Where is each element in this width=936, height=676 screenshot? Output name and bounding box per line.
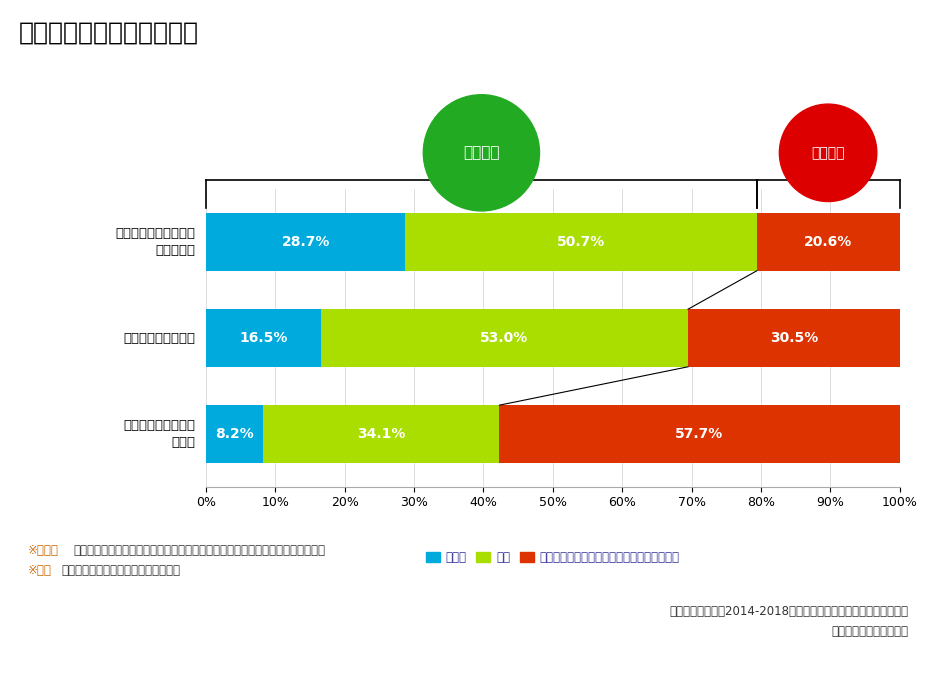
Text: 発見経緯と病巣のひろがり: 発見経緯と病巣のひろがり xyxy=(19,20,198,45)
Text: 早期がん: 早期がん xyxy=(462,145,499,160)
Bar xyxy=(404,213,756,271)
Legend: 上皮内, 限局, 領域リンパ節転移＋陌接臓器浸潤＋遠隔転移: 上皮内, 限局, 領域リンパ節転移＋陌接臓器浸潤＋遠隔転移 xyxy=(420,546,684,569)
Text: 20.6%: 20.6% xyxy=(803,235,852,249)
Bar xyxy=(206,213,404,271)
Text: 34.1%: 34.1% xyxy=(357,427,405,441)
Text: ：がんが上皮細胞と組織を隔てる膜を破って浸潤（しんじゅん）していない状態: ：がんが上皮細胞と組織を隔てる膜を破って浸潤（しんじゅん）していない状態 xyxy=(73,544,325,557)
Text: 53.0%: 53.0% xyxy=(479,331,528,345)
Text: 進行がん: 進行がん xyxy=(811,146,844,160)
Text: 8.2%: 8.2% xyxy=(215,427,254,441)
Text: 島根県のがん登録2014-2018（胃・大腸・肺・乳房・子宮の合計）: 島根県のがん登録2014-2018（胃・大腸・肺・乳房・子宮の合計） xyxy=(669,605,908,618)
Text: ：がんが発生臓器に留まっている状態: ：がんが発生臓器に留まっている状態 xyxy=(62,564,181,577)
Text: 16.5%: 16.5% xyxy=(239,331,287,345)
Bar xyxy=(206,309,320,367)
Text: ※上皮内: ※上皮内 xyxy=(28,544,59,557)
Text: ※限局: ※限局 xyxy=(28,564,51,577)
Bar xyxy=(263,405,499,463)
Bar xyxy=(687,309,899,367)
Text: 57.7%: 57.7% xyxy=(675,427,723,441)
Text: 30.5%: 30.5% xyxy=(768,331,817,345)
Bar xyxy=(206,405,263,463)
Text: 50.7%: 50.7% xyxy=(556,235,605,249)
Bar xyxy=(499,405,899,463)
Text: 28.7%: 28.7% xyxy=(281,235,329,249)
Bar xyxy=(320,309,687,367)
Text: （進行度合不明を除く）: （進行度合不明を除く） xyxy=(831,625,908,638)
Bar xyxy=(756,213,899,271)
